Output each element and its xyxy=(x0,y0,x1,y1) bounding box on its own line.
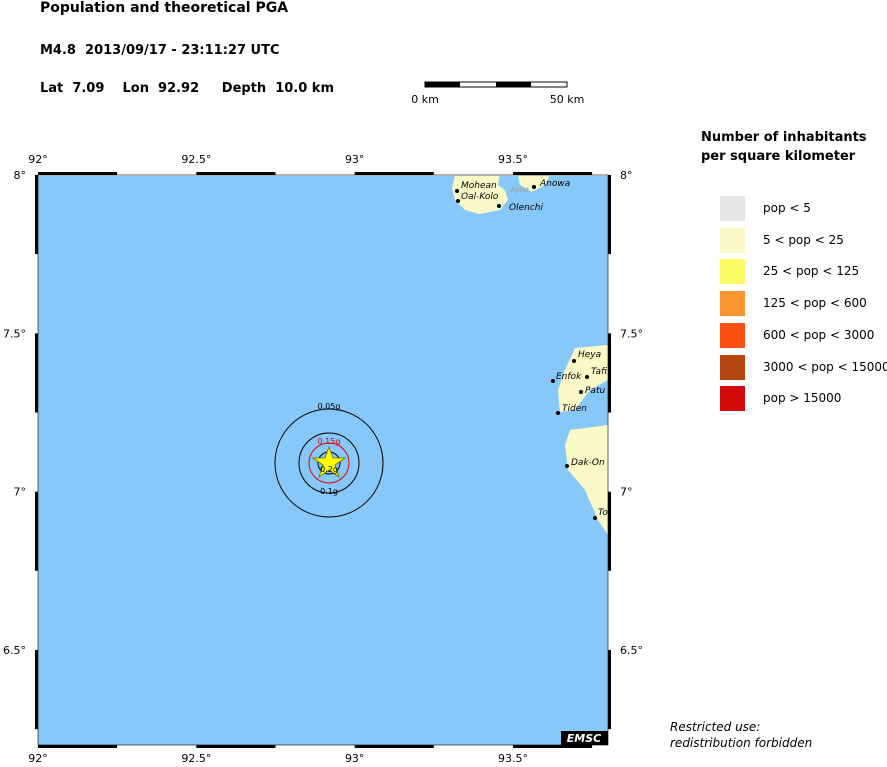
place-label: Anowa xyxy=(539,179,570,189)
legend-label: 3000 < pop < 15000 xyxy=(763,359,887,374)
legend-swatch xyxy=(720,259,745,285)
axis-tick-label: 92° xyxy=(28,752,48,765)
place-label: Enfok xyxy=(556,372,582,382)
axis-tick-label: 6.5° xyxy=(620,644,643,657)
legend-label: 600 < pop < 3000 xyxy=(763,327,875,342)
legend-label: 5 < pop < 25 xyxy=(763,232,844,247)
place-label: Mohean xyxy=(461,181,497,191)
place-label: Patu xyxy=(585,386,605,396)
pga-label: 0.05g xyxy=(318,402,341,411)
legend-swatch xyxy=(720,322,745,348)
land-north-island-2 xyxy=(518,175,550,192)
legend-swatch xyxy=(720,227,745,253)
pga-contours xyxy=(274,408,384,518)
redistribution-note: redistribution forbidden xyxy=(670,736,813,750)
place-label: Heya xyxy=(578,350,601,360)
axis-tick-label: 92° xyxy=(28,153,48,166)
scale-bar: 0 km 50 km xyxy=(411,81,585,106)
place-label: Dak-On xyxy=(571,458,605,468)
axis-tick-label: 92.5° xyxy=(181,153,211,166)
pga-label: 0.2g xyxy=(320,465,338,474)
legend-swatch xyxy=(720,354,745,380)
scale-end: 50 km xyxy=(550,93,585,106)
axis-tick-label: 7° xyxy=(14,486,27,499)
emsc-logo: EMSC xyxy=(567,732,601,745)
event-info: M4.8 2013/09/17 - 23:11:27 UTC xyxy=(40,43,280,58)
emsc-badge xyxy=(561,731,608,745)
pga-label: 0.1g xyxy=(320,487,338,496)
restricted-note: Restricted use: xyxy=(670,720,761,734)
legend-label: 25 < pop < 125 xyxy=(763,264,860,279)
axis-tick-label: 93° xyxy=(345,752,365,765)
axis-tick-label: 8° xyxy=(620,169,633,182)
legend-title: Number of inhabitants xyxy=(701,130,867,145)
axis-tick-label: 7.5° xyxy=(620,327,643,340)
scale-start: 0 km xyxy=(411,93,439,106)
axis-tick-label: 93.5° xyxy=(498,153,528,166)
place-label: To xyxy=(598,508,608,518)
legend-label: pop > 15000 xyxy=(763,391,842,406)
location-info: Lat 7.09 Lon 92.92 Depth 10.0 km xyxy=(40,81,334,96)
axis-tick-label: 8° xyxy=(14,169,27,182)
legend-label: 125 < pop < 600 xyxy=(763,296,867,311)
land-east-coast xyxy=(565,425,608,535)
axis-tick-label: 7° xyxy=(620,486,633,499)
legend-label: pop < 5 xyxy=(763,201,811,215)
land-north-island xyxy=(452,175,508,214)
place-label: Olenchi xyxy=(509,203,543,213)
axis-tick-label: 92.5° xyxy=(181,752,211,765)
axis-tick-label: 93.5° xyxy=(498,752,528,765)
legend-subtitle: per square kilometer xyxy=(701,149,856,164)
pga-label: 0.15g xyxy=(318,437,341,446)
place-label: Oal-Kolo xyxy=(461,192,499,202)
place-label: Tiden xyxy=(562,404,587,414)
legend-swatch xyxy=(720,386,745,412)
star-icon xyxy=(311,445,347,479)
legend-swatch xyxy=(720,291,745,317)
map-title: Population and theoretical PGA xyxy=(40,0,289,16)
place-label: Kyint xyxy=(511,186,529,194)
axis-tick-label: 7.5° xyxy=(3,327,26,340)
land-east-island xyxy=(558,345,608,412)
legend-swatch xyxy=(720,196,745,221)
axis-tick-label: 93° xyxy=(345,153,365,166)
place-label: Tafi xyxy=(591,367,607,377)
axis-tick-label: 6.5° xyxy=(3,644,26,657)
map-frame xyxy=(35,172,611,748)
